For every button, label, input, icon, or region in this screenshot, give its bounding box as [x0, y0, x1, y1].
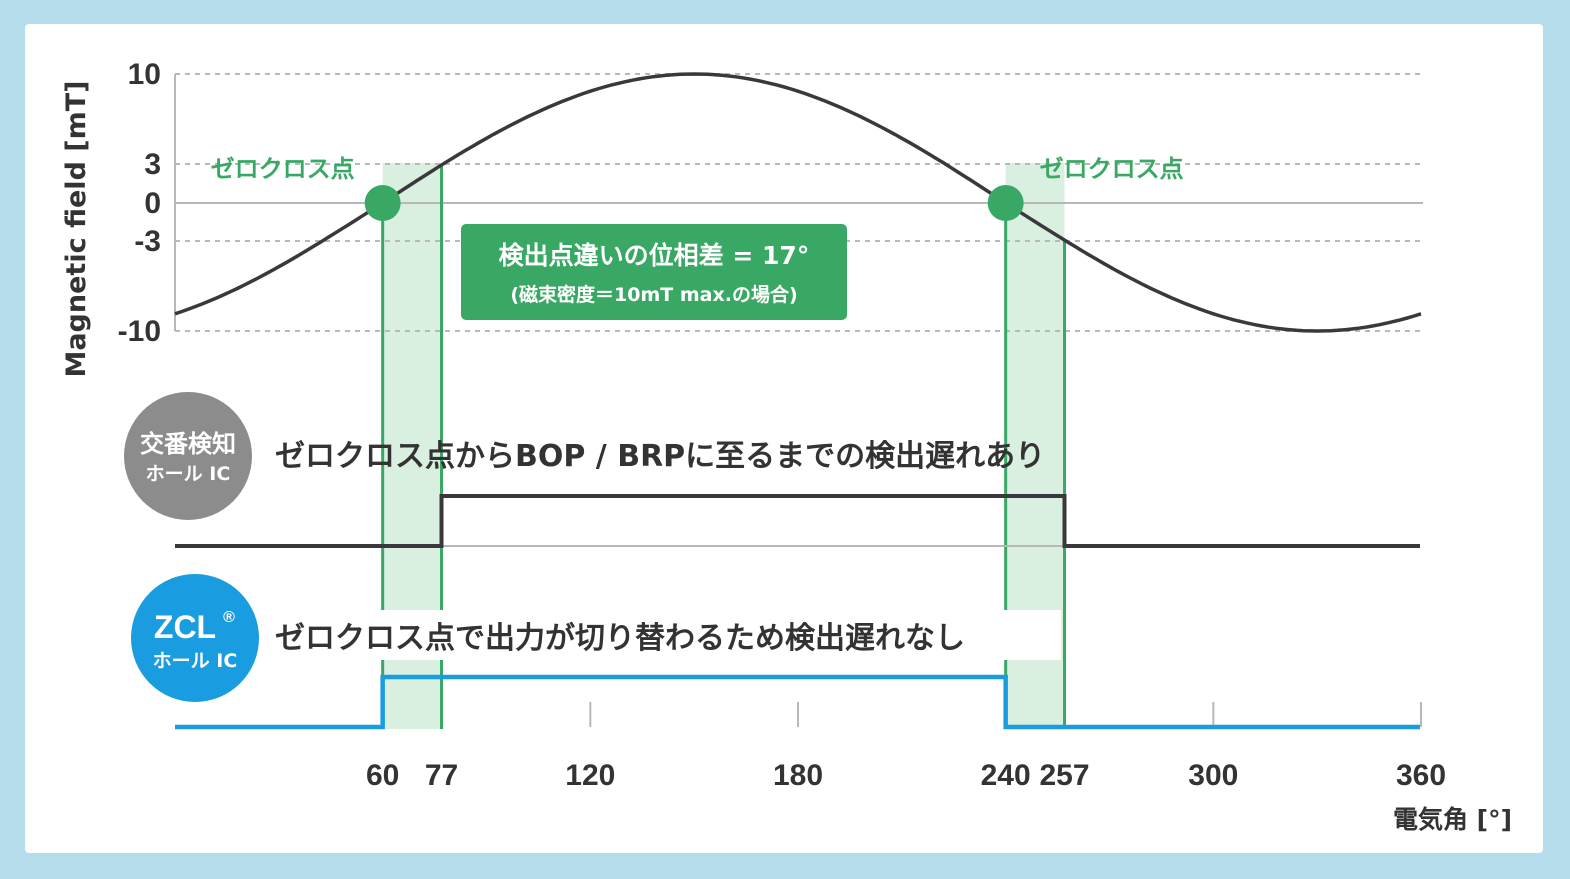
registered-mark: ®: [223, 609, 235, 626]
y-tick-label: 0: [144, 187, 161, 220]
conventional-hall-ic-badge: 交番検知 ホール IC: [124, 392, 252, 520]
y-tick-label: 10: [128, 58, 161, 91]
zcl-badge-subtitle: ホール IC: [153, 650, 238, 672]
zcl-output-waveform: [175, 674, 1420, 730]
zcl-description: ゼロクロス点で出力が切り替わるため検出遅れなし: [275, 621, 965, 656]
y-tick-label: -10: [118, 315, 161, 348]
conventional-description: ゼロクロス点からBOP / BRPに至るまでの検出遅れあり: [275, 439, 1045, 474]
conventional-output-waveform: [175, 494, 1420, 548]
conventional-badge-subtitle: ホール IC: [146, 463, 231, 485]
x-tick-labels: 60 77 120 180 240 257 300 360: [366, 759, 1446, 792]
callout-subtitle: (磁束密度＝10mT max.の場合): [510, 283, 797, 306]
x-tick-label: 120: [565, 759, 615, 792]
diagram-panel: 10 3 0 -3 -10 Magnetic field [mT] ゼロクロス点 ゼロクロ…: [25, 24, 1543, 853]
x-axis-ticks: [589, 702, 1422, 727]
zero-cross-marker: [987, 185, 1024, 221]
y-tick-label: -3: [134, 225, 161, 258]
conventional-badge-title: 交番検知: [140, 430, 236, 458]
x-tick-label: 180: [773, 759, 823, 792]
zero-cross-label: ゼロクロス点: [1040, 155, 1184, 183]
y-axis-title: Magnetic field [mT]: [61, 80, 92, 377]
zero-cross-label: ゼロクロス点: [211, 155, 355, 183]
y-tick-labels: 10 3 0 -3 -10: [118, 58, 161, 348]
x-tick-label: 300: [1188, 759, 1238, 792]
y-tick-label: 3: [144, 148, 161, 181]
x-tick-label: 360: [1396, 759, 1446, 792]
x-axis-title: 電気角 [°]: [1393, 805, 1512, 834]
zero-cross-points: ゼロクロス点 ゼロクロス点: [211, 155, 1184, 221]
zcl-hall-ic-badge: ZCL ® ホール IC: [131, 574, 259, 702]
x-tick-label: 60: [366, 759, 399, 792]
phase-difference-callout: 検出点違いの位相差 = 17° (磁束密度＝10mT max.の場合): [461, 224, 847, 320]
zero-cross-marker: [364, 185, 401, 221]
zcl-badge-title: ZCL: [154, 609, 216, 645]
x-tick-label: 257: [1039, 759, 1089, 792]
callout-title: 検出点違いの位相差 = 17°: [499, 241, 810, 270]
x-tick-label: 240: [981, 759, 1031, 792]
x-tick-label: 77: [425, 759, 458, 792]
